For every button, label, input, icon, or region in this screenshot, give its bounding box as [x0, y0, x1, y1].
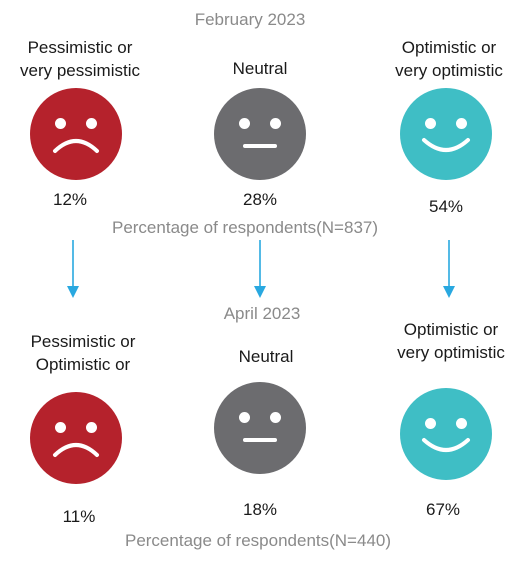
down-arrow-icon	[443, 240, 455, 298]
feb-pessimistic-label-line1: Pessimistic or	[27, 38, 133, 57]
apr-pessimistic-label: Pessimistic or Optimistic or	[31, 330, 136, 376]
feb-neutral-label-line1: Neutral	[232, 59, 288, 78]
smile-mouth	[422, 138, 470, 152]
flat-mouth	[243, 144, 277, 148]
feb-optimistic-label: Optimistic or very optimistic	[395, 36, 503, 82]
happy-face-icon	[400, 88, 492, 180]
left-eye	[239, 412, 250, 423]
right-eye	[86, 422, 97, 433]
feb-pessimistic-label-line2: very pessimistic	[20, 61, 140, 80]
right-eye	[456, 418, 467, 429]
april-period-title: April 2023	[223, 304, 301, 323]
right-eye	[456, 118, 467, 129]
flat-mouth	[243, 438, 277, 442]
apr-pessimistic-label-line1: Pessimistic or	[30, 332, 136, 351]
feb-neutral-label: Neutral	[233, 57, 288, 80]
neutral-face-icon	[214, 382, 306, 474]
right-eye	[86, 118, 97, 129]
february-period-title: February 2023	[194, 10, 306, 29]
apr-neutral-label: Neutral	[239, 345, 294, 368]
apr-sample-size: Percentage of respondents(N=440)	[124, 531, 392, 550]
apr-optimistic-label: Optimistic or very optimistic	[397, 318, 505, 364]
smile-mouth	[422, 438, 470, 452]
left-eye	[239, 118, 250, 129]
happy-face-icon	[400, 388, 492, 480]
right-eye	[270, 412, 281, 423]
apr-optimistic-label-line1: Optimistic or	[403, 320, 499, 339]
down-arrow-icon	[67, 240, 79, 298]
feb-sample-size: Percentage of respondents(N=837)	[111, 218, 379, 237]
apr-neutral-value: 18%	[242, 500, 278, 519]
sad-face-icon	[30, 88, 122, 180]
left-eye	[55, 422, 66, 433]
left-eye	[425, 418, 436, 429]
neutral-face-icon	[214, 88, 306, 180]
feb-pessimistic-label: Pessimistic or very pessimistic	[20, 36, 140, 82]
left-eye	[425, 118, 436, 129]
feb-optimistic-label-line2: very optimistic	[395, 61, 503, 80]
down-arrow-icon	[254, 240, 266, 298]
apr-neutral-label-line1: Neutral	[238, 347, 294, 366]
apr-optimistic-label-line2: very optimistic	[397, 343, 505, 362]
sad-face-icon	[30, 392, 122, 484]
feb-pessimistic-value: 12%	[52, 190, 88, 209]
apr-pessimistic-value: 11%	[62, 507, 96, 526]
feb-optimistic-label-line1: Optimistic or	[401, 38, 497, 57]
apr-pessimistic-label-line2: Optimistic or	[35, 355, 131, 374]
apr-optimistic-value: 67%	[425, 500, 461, 519]
frown-mouth	[53, 443, 99, 457]
feb-optimistic-value: 54%	[428, 197, 464, 216]
frown-mouth	[53, 139, 99, 153]
right-eye	[270, 118, 281, 129]
feb-neutral-value: 28%	[242, 190, 278, 209]
left-eye	[55, 118, 66, 129]
